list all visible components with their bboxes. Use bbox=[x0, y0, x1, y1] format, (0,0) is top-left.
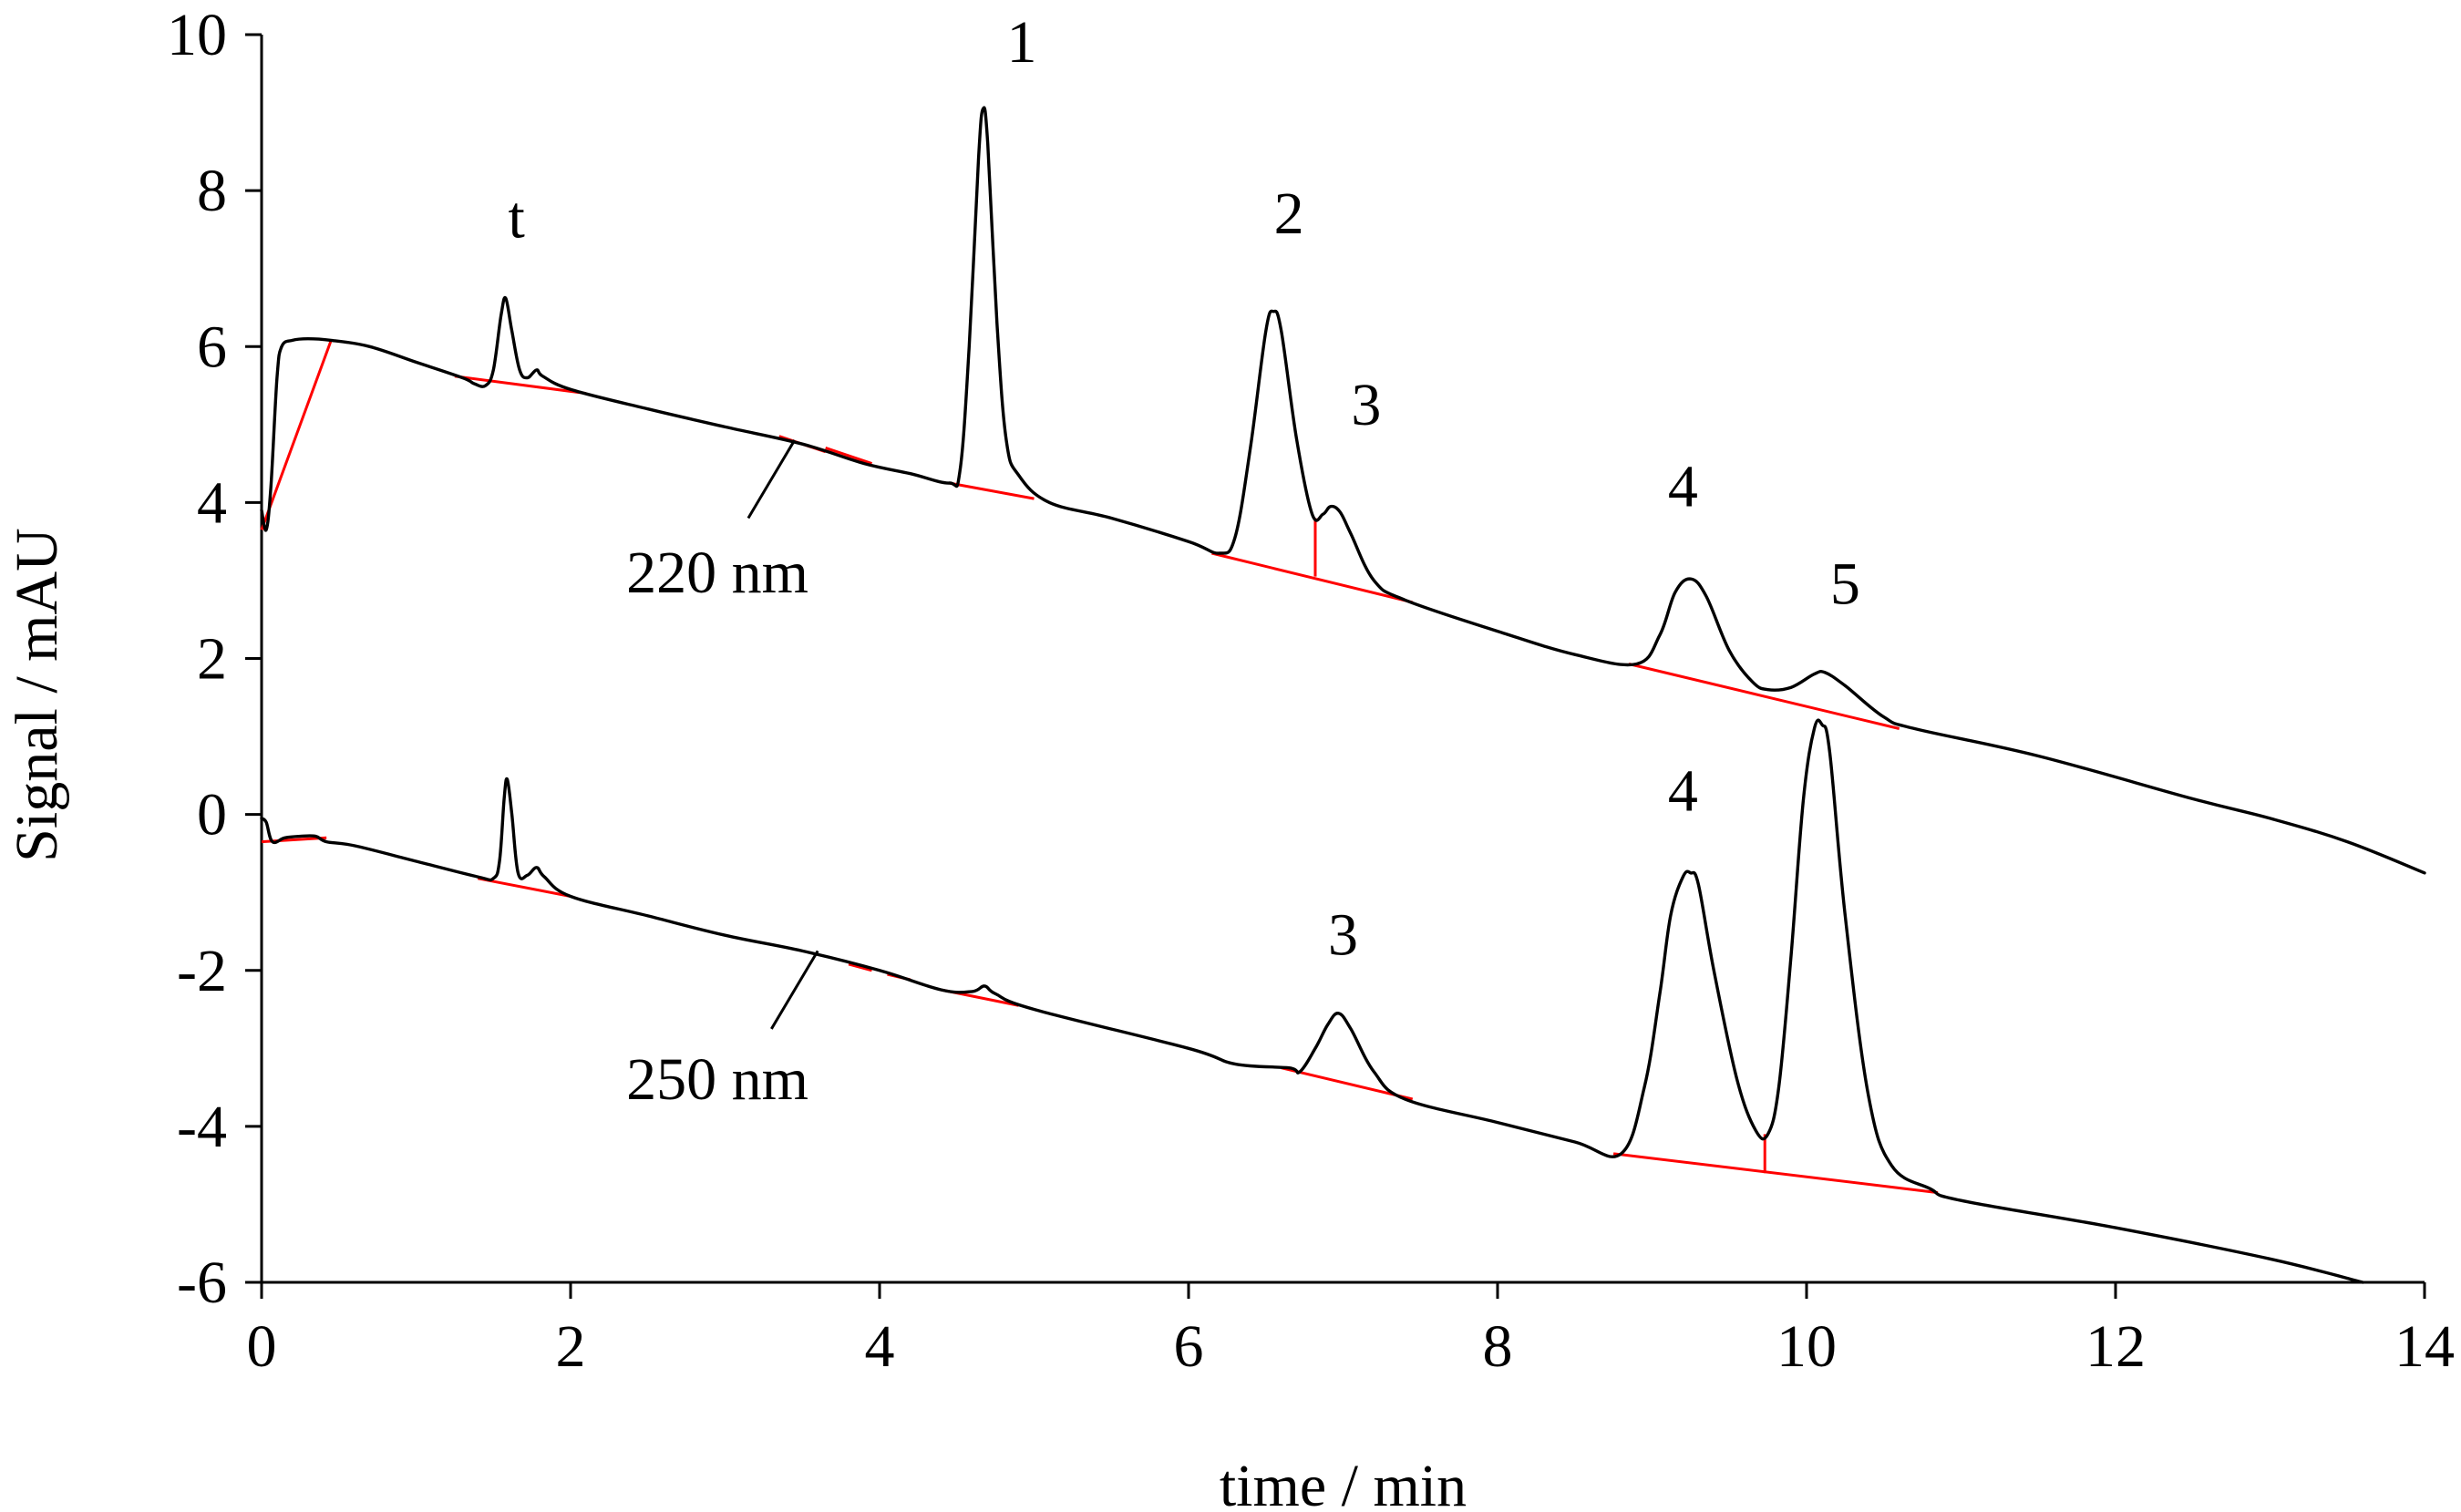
trace-line-220nm bbox=[260, 106, 2426, 875]
y-tick-label: 10 bbox=[167, 2, 227, 68]
baseline-segment bbox=[1281, 1066, 1414, 1101]
y-tick-label: 6 bbox=[197, 314, 227, 380]
baseline-segment bbox=[825, 447, 873, 466]
x-tick-label: 6 bbox=[1174, 1313, 1204, 1380]
peak-label: 5 bbox=[1830, 551, 1860, 618]
peak-label: 2 bbox=[1274, 180, 1304, 247]
peak-label: 4 bbox=[1668, 454, 1698, 520]
trace-labels: 220 nm 250 nm bbox=[626, 439, 819, 1113]
baseline-segment bbox=[454, 375, 587, 396]
baseline-segment bbox=[260, 339, 333, 530]
baseline-segment bbox=[848, 962, 872, 972]
peak-label: t bbox=[509, 184, 525, 251]
x-tick-label: 8 bbox=[1483, 1313, 1513, 1380]
baseline-segment bbox=[478, 877, 571, 898]
chromatogram-traces bbox=[260, 106, 2426, 1284]
y-tick-label: 0 bbox=[197, 782, 227, 849]
trace-label: 250 nm bbox=[626, 1046, 808, 1113]
x-axis-ticks: 0 2 4 6 8 10 12 14 bbox=[247, 1282, 2455, 1380]
x-tick-label: 12 bbox=[2085, 1313, 2146, 1380]
y-tick-label: -6 bbox=[177, 1250, 227, 1316]
y-tick-label: 8 bbox=[197, 158, 227, 224]
y-tick-label: 2 bbox=[197, 626, 227, 693]
peak-label: 3 bbox=[1351, 372, 1381, 438]
x-tick-label: 4 bbox=[865, 1313, 895, 1380]
y-tick-label: 4 bbox=[197, 469, 227, 536]
y-tick-label: -4 bbox=[177, 1094, 227, 1160]
x-axis-title: time / min bbox=[1220, 1453, 1467, 1512]
y-axis-title: Signal / mAU bbox=[4, 528, 70, 862]
y-tick-label: -2 bbox=[177, 938, 227, 1004]
y-axis-ticks: 10 8 6 4 2 0 -2 -4 -6 bbox=[167, 2, 262, 1316]
trace-label-leader bbox=[770, 950, 819, 1030]
peak-label: 4 bbox=[1668, 757, 1698, 824]
baseline-segment bbox=[1628, 663, 1900, 730]
peak-annotations: t 1 2 3 4 5 4 3 bbox=[509, 9, 1860, 969]
x-tick-label: 2 bbox=[556, 1313, 586, 1380]
trace-label-leader bbox=[747, 439, 797, 519]
trace-label: 220 nm bbox=[626, 540, 808, 606]
peak-label: 3 bbox=[1328, 902, 1358, 969]
x-tick-label: 14 bbox=[2394, 1313, 2455, 1380]
axes bbox=[260, 35, 2425, 1284]
x-tick-label: 0 bbox=[247, 1313, 277, 1380]
baseline-segment bbox=[1211, 551, 1414, 604]
x-tick-label: 10 bbox=[1776, 1313, 1837, 1380]
baseline-segment bbox=[949, 481, 1035, 500]
baseline-segment bbox=[1612, 1152, 1939, 1195]
peak-label: 1 bbox=[1006, 9, 1036, 76]
trace-line-250nm bbox=[260, 718, 2364, 1284]
